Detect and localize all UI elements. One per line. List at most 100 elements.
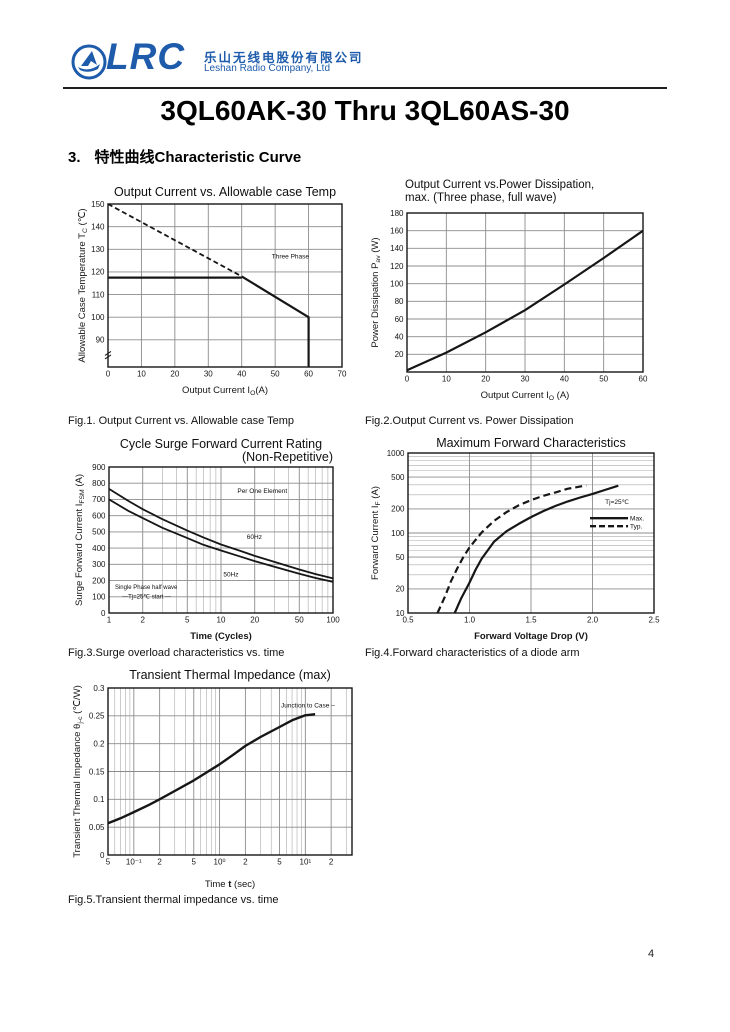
svg-text:500: 500 xyxy=(92,528,106,537)
fig4-svg: 0.5 1.0 1.5 2.0 2.5 10 20 50 100 200 500 1000 Maximu… xyxy=(370,436,660,642)
fig3-svg: 1 2 5 10 20 50 100 0 100 200 300 400 500 600 700 800 900… xyxy=(74,437,340,642)
svg-text:100: 100 xyxy=(326,616,340,625)
svg-text:140: 140 xyxy=(91,222,105,231)
fig1-caption: Fig.1. Output Current vs. Allowable case… xyxy=(68,415,295,427)
svg-text:90: 90 xyxy=(96,336,105,345)
svg-text:40: 40 xyxy=(395,332,404,341)
svg-text:400: 400 xyxy=(92,544,106,553)
annotation: Single Phase half wave xyxy=(115,585,178,591)
svg-text:0: 0 xyxy=(101,609,106,618)
page-number: 4 xyxy=(648,948,655,960)
gridlines xyxy=(108,466,334,614)
svg-text:Output Current IO (A): Output Current IO (A) xyxy=(481,390,570,402)
svg-text:0: 0 xyxy=(106,370,111,379)
series-derating-dashed xyxy=(107,203,243,278)
svg-text:180: 180 xyxy=(390,209,404,218)
gridlines xyxy=(407,452,655,614)
section-title: 特性曲线Characteristic Curve xyxy=(94,149,302,166)
svg-text:2: 2 xyxy=(140,616,145,625)
svg-text:60: 60 xyxy=(639,375,648,384)
svg-text:Allowable Case Temperature TC: Allowable Case Temperature TC (℃) xyxy=(77,208,89,362)
svg-text:1.5: 1.5 xyxy=(525,616,537,625)
tick-labels: 0.5 1.0 1.5 2.0 2.5 10 20 50 100 200 500 1000 xyxy=(387,449,660,625)
fig1-svg: 0 10 20 30 40 50 60 70 90 100 110 120 130 140 150 Outpu… xyxy=(77,185,347,397)
svg-text:140: 140 xyxy=(390,244,404,253)
chart-title: Output Current vs.Power Dissipation, xyxy=(405,179,594,191)
chart-title: Cycle Surge Forward Current Rating xyxy=(120,437,322,451)
svg-text:Forward Current IF (A): Forward Current IF (A) xyxy=(370,486,382,580)
annotation: Per One Element xyxy=(237,488,287,495)
fig5-caption: Fig.5.Transient thermal impedance vs. ti… xyxy=(68,894,279,906)
svg-text:100: 100 xyxy=(391,529,405,538)
fig2-output-current-vs-power-dissipation-chart: 0 10 20 30 40 50 60 20 40 60 80 100 120 140 160 180 Outp… xyxy=(368,176,668,407)
axis-break-mark xyxy=(104,351,112,360)
tick-labels: 0 10 20 30 40 50 60 20 40 60 80 100 120 140 160 180 xyxy=(390,209,648,384)
tick-labels: 1 2 5 10 20 50 100 0 100 200 300 400 500 600 700 800 900 xyxy=(92,463,340,625)
svg-text:20: 20 xyxy=(250,616,259,625)
svg-text:0.3: 0.3 xyxy=(93,684,105,693)
svg-text:20: 20 xyxy=(396,585,405,594)
svg-text:2: 2 xyxy=(329,858,334,867)
fig5-transient-thermal-impedance-chart: 5 10⁻¹ 2 5 10⁰ 2 5 10¹ 2 0 0.05 0.1 0.15 0.2 0.25 0.3 Tr… xyxy=(70,665,374,896)
svg-text:1000: 1000 xyxy=(387,449,405,458)
series-50Hz xyxy=(108,498,334,583)
svg-text:60: 60 xyxy=(304,370,313,379)
svg-text:30: 30 xyxy=(521,375,530,384)
svg-text:100: 100 xyxy=(92,593,106,602)
series-lines xyxy=(107,203,310,367)
page-title: 3QL60AK-30 Thru 3QL60AS-30 xyxy=(160,95,570,126)
chart-title: max. (Three phase, full wave) xyxy=(405,192,557,204)
series-derating-solid xyxy=(241,275,310,367)
svg-text:80: 80 xyxy=(395,297,404,306)
svg-text:10⁰: 10⁰ xyxy=(214,858,226,867)
svg-text:700: 700 xyxy=(92,495,106,504)
svg-text:100: 100 xyxy=(390,279,404,288)
svg-text:0.5: 0.5 xyxy=(402,616,414,625)
annotation: 60Hz xyxy=(247,534,262,541)
svg-text:0.1: 0.1 xyxy=(93,795,105,804)
svg-text:10: 10 xyxy=(396,609,405,618)
lrc-logo-icon xyxy=(71,44,107,80)
svg-text:0.2: 0.2 xyxy=(93,739,105,748)
svg-text:10¹: 10¹ xyxy=(300,858,312,867)
svg-text:Max.: Max. xyxy=(630,516,644,523)
chart-title: Transient Thermal Impedance (max) xyxy=(129,668,330,682)
svg-text:10: 10 xyxy=(442,375,451,384)
svg-text:40: 40 xyxy=(237,370,246,379)
svg-text:500: 500 xyxy=(391,473,405,482)
svg-text:2: 2 xyxy=(243,858,248,867)
fig4-forward-characteristics-chart: 0.5 1.0 1.5 2.0 2.5 10 20 50 100 200 500 1000 Maximu… xyxy=(368,436,670,648)
series-lines xyxy=(406,229,644,372)
svg-text:Surge Forward Current IFSM (A): Surge Forward Current IFSM (A) xyxy=(74,474,86,606)
section-number: 3. xyxy=(68,149,81,166)
fig5-svg: 5 10⁻¹ 2 5 10⁰ 2 5 10¹ 2 0 0.05 0.1 0.15 0.2 0.25 0.3 Tr… xyxy=(72,668,353,890)
svg-text:0.25: 0.25 xyxy=(89,712,105,721)
svg-text:1: 1 xyxy=(107,616,112,625)
svg-text:900: 900 xyxy=(92,463,106,472)
company-name-en: Leshan Radio Company, Ltd xyxy=(204,63,331,74)
svg-text:Forward Voltage Drop (V): Forward Voltage Drop (V) xyxy=(474,631,588,642)
svg-text:10: 10 xyxy=(137,370,146,379)
fig2-svg: 0 10 20 30 40 50 60 20 40 60 80 100 120 140 160 180 Outp… xyxy=(370,179,648,402)
series-60Hz xyxy=(108,488,334,580)
series-lines xyxy=(436,484,619,614)
minor-gridlines xyxy=(162,467,329,613)
series-power-dissipation xyxy=(406,229,644,372)
svg-text:10⁻¹: 10⁻¹ xyxy=(126,858,142,867)
svg-text:0: 0 xyxy=(405,375,410,384)
series-max xyxy=(453,484,619,614)
svg-text:0.15: 0.15 xyxy=(89,767,105,776)
section-heading: 3. 特性曲线Characteristic Curve xyxy=(68,146,301,167)
svg-text:20: 20 xyxy=(481,375,490,384)
svg-text:0.05: 0.05 xyxy=(89,823,105,832)
svg-text:5: 5 xyxy=(106,858,111,867)
tick-labels: 0 10 20 30 40 50 60 70 90 100 110 120 130 140 150 xyxy=(91,200,347,379)
svg-text:10: 10 xyxy=(217,616,226,625)
svg-text:50: 50 xyxy=(271,370,280,379)
fig4-caption: Fig.4.Forward characteristics of a diode… xyxy=(365,647,580,659)
svg-text:Output Current IO(A): Output Current IO(A) xyxy=(182,385,268,397)
svg-text:1.0: 1.0 xyxy=(464,616,476,625)
chart-title: Maximum Forward Characteristics xyxy=(436,437,626,450)
svg-text:Transient Thermal Impedance θj: Transient Thermal Impedance θj-c (℃/W) xyxy=(72,685,84,858)
